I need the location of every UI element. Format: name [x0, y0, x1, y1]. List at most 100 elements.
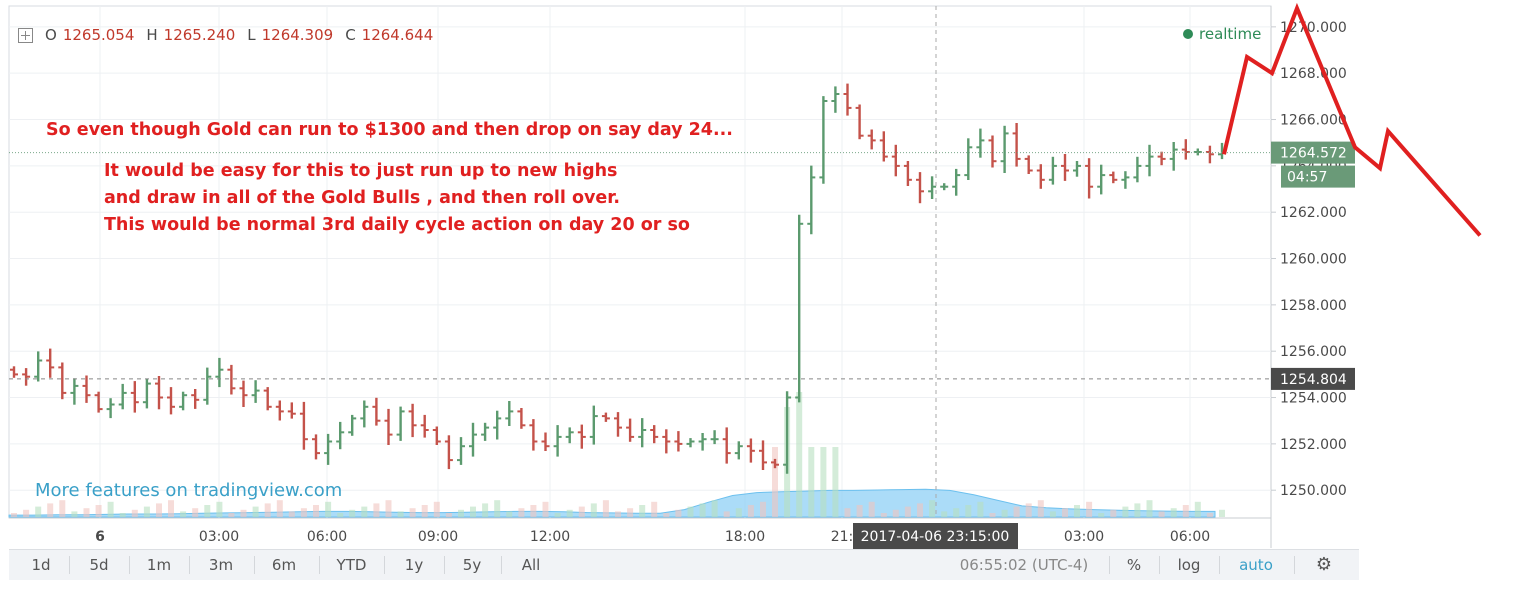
volume-bar	[832, 447, 839, 517]
volume-bar	[530, 505, 537, 517]
volume-bar	[627, 508, 634, 517]
volume-bar	[361, 506, 368, 517]
annotation-line-3: and draw in all of the Gold Bulls , and …	[104, 188, 621, 208]
y-tick-label: 1266.000	[1280, 113, 1347, 129]
y-tick-label: 1262.000	[1280, 205, 1347, 221]
volume-bar	[204, 505, 211, 517]
auto-scale-button[interactable]: auto	[1239, 556, 1273, 574]
volume-bar	[433, 501, 440, 517]
volume-bar	[385, 500, 392, 517]
volume-bar	[578, 506, 585, 517]
volume-bar	[941, 511, 948, 517]
range-3m-button[interactable]: 3m	[208, 556, 234, 574]
volume-bar	[820, 447, 827, 517]
range-6m-button[interactable]: 6m	[271, 556, 297, 574]
crosshair-time-tag	[853, 523, 1018, 549]
realtime-indicator: realtime	[1183, 25, 1261, 43]
range-ytd-button[interactable]: YTD	[336, 556, 367, 574]
legend-close-value: 1264.644	[361, 26, 434, 44]
crosshair-price-label: 1254.804	[1280, 372, 1347, 388]
projection-drawing	[1222, 2, 1482, 237]
toolbar-divider	[254, 556, 255, 574]
toolbar-divider	[501, 556, 502, 574]
volume-bar	[699, 503, 706, 517]
x-tick-label: 06:00	[307, 529, 347, 545]
percent-scale-button[interactable]: %	[1126, 556, 1142, 574]
toolbar-divider	[189, 556, 190, 574]
volume-bar	[264, 503, 271, 517]
add-symbol-icon[interactable]	[18, 27, 33, 43]
legend-low-label: L	[247, 26, 256, 44]
volume-bar	[373, 503, 380, 517]
range-all-button[interactable]: All	[521, 556, 541, 574]
x-tick-label: 18:00	[725, 529, 765, 545]
volume-bar	[300, 508, 307, 517]
volume-bar	[47, 503, 54, 517]
volume-bar	[554, 513, 561, 517]
volume-bar	[95, 505, 102, 517]
volume-bar	[1037, 500, 1044, 517]
crosshair-price-tag	[1271, 367, 1355, 390]
range-1y-button[interactable]: 1y	[404, 556, 424, 574]
toolbar-divider	[69, 556, 70, 574]
range-5y-button[interactable]: 5y	[462, 556, 482, 574]
legend-open-value: 1265.054	[62, 26, 135, 44]
volume-bar	[470, 506, 476, 517]
volume-bar	[59, 500, 66, 517]
volume-bar	[929, 500, 936, 517]
legend-high-label: H	[146, 26, 158, 44]
clock-timezone[interactable]: 06:55:02 (UTC-4)	[959, 556, 1089, 574]
y-tick-label: 1256.000	[1280, 344, 1347, 360]
crosshair-time-label: 2017-04-06 23:15:00	[861, 529, 1010, 545]
volume-bar	[735, 508, 742, 517]
y-tick-label: 1250.000	[1280, 483, 1347, 499]
y-tick-label: 1260.000	[1280, 252, 1347, 268]
volume-bar	[482, 503, 489, 517]
volume-bar	[1170, 508, 1177, 517]
volume-bar	[1134, 503, 1141, 517]
volume-bar	[421, 505, 428, 517]
volume-bar	[880, 513, 887, 517]
volume-bar	[675, 509, 682, 517]
current-price-tag	[1271, 141, 1355, 164]
volume-bar	[1074, 505, 1080, 517]
log-scale-button[interactable]: log	[1177, 556, 1201, 574]
volume-bar	[143, 506, 150, 517]
range-1m-button[interactable]: 1m	[146, 556, 172, 574]
volume-bar	[168, 500, 174, 517]
tradingview-watermark-link[interactable]: More features on tradingview.com	[35, 480, 343, 501]
volume-bar	[11, 513, 17, 517]
settings-gear-icon[interactable]: ⚙	[1315, 554, 1333, 575]
range-1d-button[interactable]: 1d	[31, 556, 51, 574]
volume-bar	[337, 513, 344, 517]
volume-bar	[687, 506, 694, 517]
volume-bar	[760, 501, 766, 517]
volume-bar	[240, 509, 247, 517]
ohlc-legend: O 1265.054 H 1265.240 L 1264.309 C 1264.…	[18, 26, 439, 44]
volume-bar	[494, 500, 501, 517]
range-5d-button[interactable]: 5d	[89, 556, 109, 574]
volume-bar	[651, 501, 658, 517]
realtime-dot-icon	[1183, 29, 1193, 39]
annotation-block: It would be easy for this to just run up…	[104, 158, 690, 239]
volume-bar	[868, 501, 875, 517]
volume-bar	[1013, 506, 1020, 517]
volume-bar	[192, 508, 199, 517]
volume-bar	[325, 501, 332, 517]
annotation-line-1: So even though Gold can run to $1300 and…	[46, 120, 733, 140]
plot-area	[8, 5, 1272, 519]
y-tick-label: 1270.000	[1280, 20, 1347, 36]
volume-bar	[23, 509, 30, 517]
volume-bar	[1158, 511, 1165, 517]
volume-bar	[965, 505, 972, 517]
toolbar-divider	[1294, 556, 1295, 574]
x-tick-label: 21:	[831, 529, 854, 545]
y-tick-label: 1268.000	[1280, 66, 1347, 82]
volume-bar	[1049, 511, 1056, 517]
volume-bar	[1182, 505, 1189, 517]
volume-bar	[83, 508, 90, 517]
volume-bar	[1122, 506, 1129, 517]
volume-bar	[1206, 513, 1213, 517]
